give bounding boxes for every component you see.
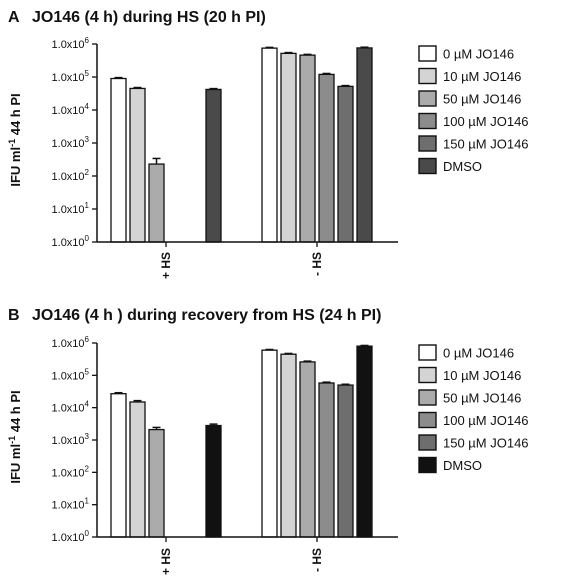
bar [356,345,373,538]
y-tick-label: 1.0x104 [52,102,90,117]
bar [337,384,354,538]
legend-swatch [418,344,437,361]
legend-swatch [418,67,437,85]
bar [337,85,354,243]
legend-label: 0 µM JO146 [443,47,514,62]
legend-swatch [418,434,437,451]
legend-label: 0 µM JO146 [443,346,514,361]
panel-a-y-axis-label: IFU ml-1 44 h PI [7,93,23,186]
panel-a-ylabel-rest: 44 h PI [8,93,23,139]
panel-b-y-axis-label: IFU ml-1 44 h PI [7,390,23,483]
legend-swatch [418,135,437,152]
bar [110,77,127,243]
y-tick-label: 1.0x104 [52,400,90,415]
bar [299,54,316,243]
legend-swatch [418,45,437,62]
panel-a-legend: 0 µM JO146 10 µM JO146 50 µM JO146 100 µM J… [418,45,529,175]
bar [261,349,278,538]
panel-a-ylabel-sup: -1 [7,139,17,147]
panel-b-ylabel-rest: 44 h PI [8,390,23,436]
y-tick-label: 1.0x102 [52,464,90,479]
panel-b: B JO146 (4 h ) during recovery from HS (… [7,307,529,575]
y-tick-label: 1.0x103 [52,135,90,150]
panel-b-title: JO146 (4 h ) during recovery from HS (24… [32,307,381,324]
bar [129,401,146,538]
y-tick-label: 1.0x100 [52,234,90,249]
panel-a-x-ticks: + HS - HS [159,242,324,279]
panel-a-y-ticks: 1.0x100 1.0x101 1.0x102 1.0x103 1.0x104 1.0x1… [52,36,97,249]
panel-b-x-ticks: + HS - HS [159,537,324,575]
svg-text:IFU ml-1 44 h PI: IFU ml-1 44 h PI [7,390,23,483]
y-tick-label: 1.0x102 [52,168,90,183]
legend-label: 50 µM JO146 [443,391,521,406]
legend-label: 10 µM JO146 [443,69,521,84]
bar [205,88,222,243]
legend-swatch [418,389,437,406]
bar [129,87,146,243]
legend-swatch [418,90,437,107]
bar [261,47,278,243]
svg-text:IFU ml-1 44 h PI: IFU ml-1 44 h PI [7,93,23,186]
bar [318,382,335,538]
y-tick-label: 1.0x103 [52,432,90,447]
panel-b-ylabel-sup: -1 [7,436,17,444]
panel-a-title: JO146 (4 h) during HS (20 h PI) [32,9,266,26]
legend-label: 150 µM JO146 [443,436,529,451]
panel-b-ylabel-base: IFU ml [8,444,23,484]
panel-b-letter: B [8,307,20,324]
x-category-label: - HS [310,252,324,276]
x-category-label: + HS [159,252,173,279]
bar [280,353,297,538]
y-tick-label: 1.0x100 [52,529,90,544]
panel-b-y-ticks: 1.0x100 1.0x101 1.0x102 1.0x103 1.0x104 1.0x1… [52,335,97,544]
legend-swatch [418,456,437,474]
panel-b-legend: 0 µM JO146 10 µM JO146 50 µM JO146 100 µM J… [418,344,529,474]
panel-a-axes [96,44,398,243]
y-tick-label: 1.0x106 [52,36,90,51]
legend-swatch [418,112,437,130]
panel-b-axes [96,343,398,538]
legend-label: 150 µM JO146 [443,137,529,152]
bar [280,52,297,243]
y-tick-label: 1.0x101 [52,201,90,216]
bar [318,73,335,243]
bar [110,393,127,538]
legend-label: 50 µM JO146 [443,92,521,107]
legend-label: 100 µM JO146 [443,413,529,428]
y-tick-label: 1.0x105 [52,69,90,84]
x-category-label: + HS [159,548,173,575]
bar [205,424,222,538]
y-tick-label: 1.0x105 [52,367,90,382]
bar [148,163,165,243]
bar [356,47,373,243]
legend-swatch [418,366,437,384]
panel-a-ylabel-base: IFU ml [8,147,23,187]
y-tick-label: 1.0x101 [52,497,90,512]
legend-label: DMSO [443,159,482,174]
y-tick-label: 1.0x106 [52,335,90,350]
panel-a: A JO146 (4 h) during HS (20 h PI) IFU ml… [7,9,529,279]
bar [148,428,165,538]
x-category-label: - HS [310,548,324,572]
panel-a-letter: A [8,9,20,26]
legend-label: 10 µM JO146 [443,368,521,383]
panel-a-bars [110,46,373,243]
legend-swatch [418,157,437,175]
legend-swatch [418,411,437,429]
panel-b-bars [110,344,373,538]
bar [299,361,316,538]
legend-label: 100 µM JO146 [443,114,529,129]
legend-label: DMSO [443,458,482,473]
